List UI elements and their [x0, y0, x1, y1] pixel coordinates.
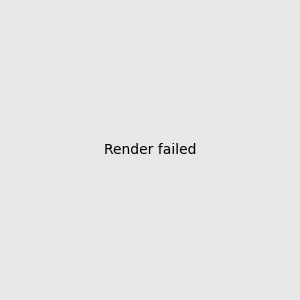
Text: Render failed: Render failed: [104, 143, 196, 157]
